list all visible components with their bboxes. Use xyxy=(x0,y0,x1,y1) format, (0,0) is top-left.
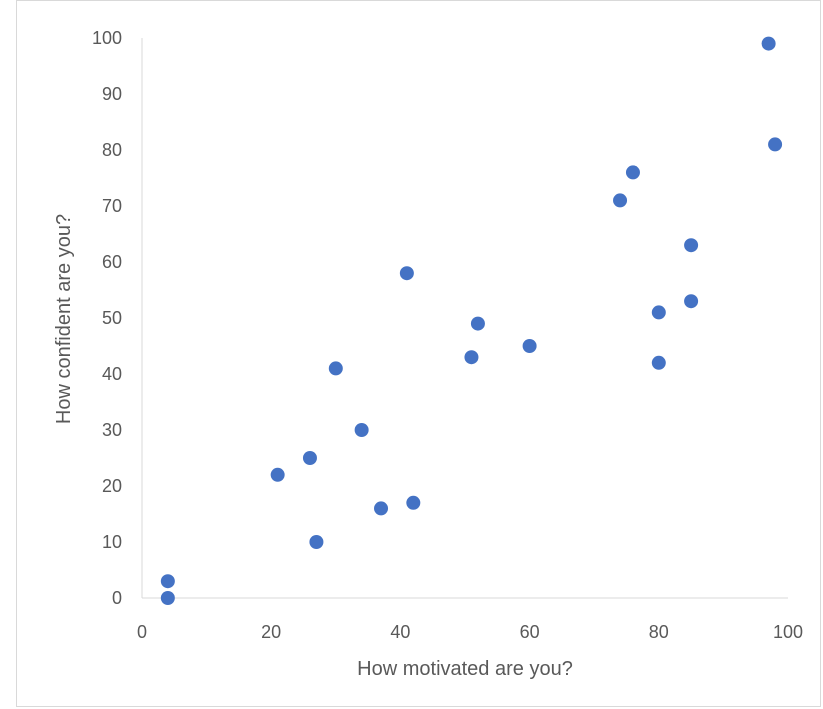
data-point xyxy=(399,266,414,281)
data-point xyxy=(406,495,421,510)
y-tick-label: 100 xyxy=(92,28,122,48)
data-point xyxy=(464,350,479,365)
data-point xyxy=(522,339,537,353)
y-tick-label: 70 xyxy=(102,196,122,216)
x-tick-label: 60 xyxy=(520,622,540,642)
y-tick-label: 80 xyxy=(102,140,122,160)
x-axis-title: How motivated are you? xyxy=(357,658,573,680)
chart-area xyxy=(16,0,821,707)
x-tick-label: 100 xyxy=(773,622,803,642)
data-point xyxy=(374,501,389,516)
data-point xyxy=(651,305,666,320)
y-tick-label: 40 xyxy=(102,364,122,384)
y-tick-label: 10 xyxy=(102,532,122,552)
data-point xyxy=(768,137,783,152)
x-tick-label: 40 xyxy=(390,622,410,642)
tick-labels: 0 20 40 60 80 100 0 10 20 30 40 50 60 70 80 90 100 xyxy=(92,28,803,642)
data-point xyxy=(613,193,628,208)
y-tick-label: 60 xyxy=(102,252,122,272)
data-point xyxy=(761,36,776,51)
data-point xyxy=(684,294,699,309)
data-point xyxy=(160,574,175,589)
y-tick-label: 50 xyxy=(102,308,122,328)
y-axis-title: How confident are you? xyxy=(53,214,75,424)
y-tick-label: 20 xyxy=(102,476,122,496)
data-point xyxy=(160,591,175,605)
data-point xyxy=(302,451,317,465)
y-tick-label: 0 xyxy=(112,588,122,608)
axes xyxy=(141,38,788,599)
x-tick-label: 0 xyxy=(137,622,147,642)
data-point xyxy=(270,467,285,482)
y-tick-label: 90 xyxy=(102,84,122,104)
data-point xyxy=(684,238,699,253)
data-point xyxy=(309,535,324,549)
x-tick-label: 80 xyxy=(649,622,669,642)
data-point xyxy=(651,355,666,370)
y-tick-label: 30 xyxy=(102,420,122,440)
x-tick-label: 20 xyxy=(261,622,281,642)
data-point xyxy=(354,423,369,437)
data-point xyxy=(470,316,485,331)
data-point xyxy=(328,361,343,376)
data-point xyxy=(625,165,640,180)
data-points xyxy=(160,36,783,605)
